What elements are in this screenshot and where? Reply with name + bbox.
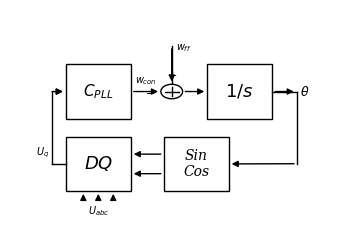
Text: $\theta$: $\theta$ (300, 85, 309, 98)
Text: $1/s$: $1/s$ (225, 82, 254, 101)
Text: $C_{PLL}$: $C_{PLL}$ (83, 82, 113, 101)
Bar (207, 64, 272, 119)
Text: $DQ$: $DQ$ (84, 154, 113, 173)
Text: $U_q$: $U_q$ (36, 146, 49, 160)
Text: $w_{con}$: $w_{con}$ (135, 75, 157, 87)
Bar (66, 137, 131, 191)
Text: Sin
Cos: Sin Cos (183, 149, 209, 179)
Text: $U_{abc}$: $U_{abc}$ (88, 204, 109, 218)
Text: $w_{ff}$: $w_{ff}$ (176, 43, 191, 55)
Bar (164, 137, 229, 191)
Text: $-$: $-$ (145, 86, 155, 97)
Bar (66, 64, 131, 119)
Text: $+$: $+$ (167, 70, 177, 81)
